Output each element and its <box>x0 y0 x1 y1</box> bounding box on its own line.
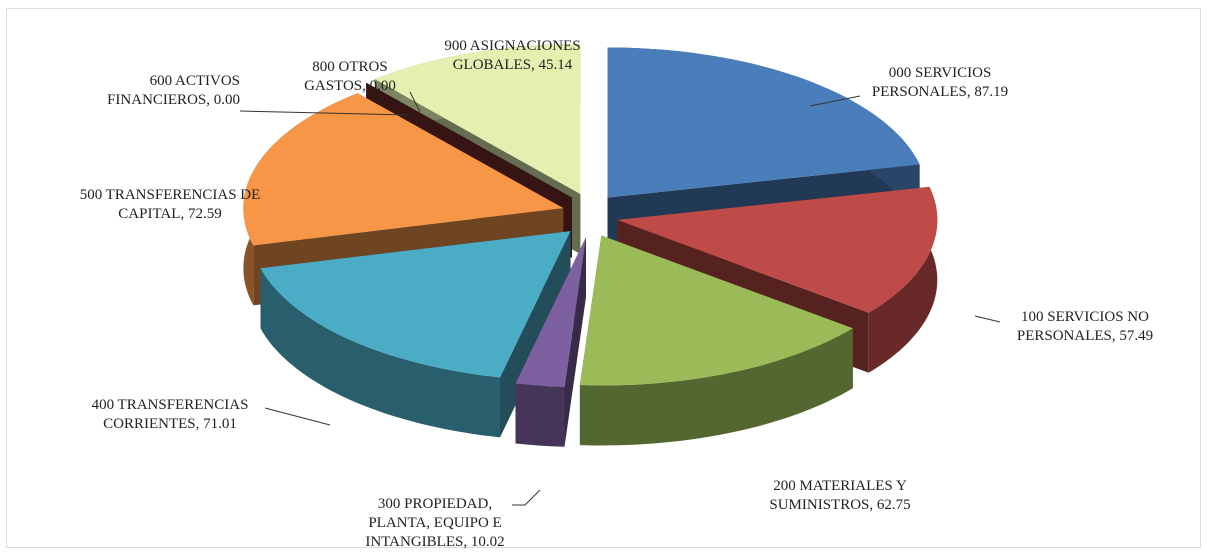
slice-top <box>366 82 572 198</box>
data-label: 100 SERVICIOS NO PERSONALES57.49 <box>1000 308 1170 346</box>
leader-line <box>264 407 331 426</box>
slice-top <box>374 44 581 194</box>
leader-line <box>809 95 861 107</box>
value-label: 45.14 <box>531 57 572 73</box>
data-label: 500 TRANSFERENCIAS DE CAPITAL72.59 <box>60 186 280 224</box>
value-label: 71.01 <box>196 416 237 432</box>
category-label: 400 TRANSFERENCIAS CORRIENTES <box>91 397 249 432</box>
slice-top <box>515 237 586 387</box>
data-label: 200 MATERIALES Y SUMINISTROS62.75 <box>750 477 930 515</box>
data-label: 900 ASIGNACIONES GLOBALES45.14 <box>425 37 600 75</box>
category-label: 500 TRANSFERENCIAS DE CAPITAL <box>79 187 261 222</box>
category-label: 100 SERVICIOS NO PERSONALES <box>1016 309 1149 344</box>
value-label: 10.02 <box>463 534 504 550</box>
category-label: 300 PROPIEDAD, PLANTA, EQUIPO E INTANGIB… <box>365 496 502 550</box>
slice-rim <box>579 328 853 446</box>
slice-rim <box>868 186 938 373</box>
slice-rim <box>260 268 500 438</box>
category-label: 000 SERVICIOS PERSONALES <box>871 65 992 100</box>
slice-top <box>260 231 571 378</box>
category-label: 900 ASIGNACIONES GLOBALES <box>444 38 581 73</box>
slice-top <box>243 93 564 246</box>
slice-rim <box>515 383 565 447</box>
data-label: 300 PROPIEDAD, PLANTA, EQUIPO E INTANGIB… <box>355 495 515 552</box>
slice <box>579 235 853 446</box>
data-label: 600 ACTIVOS FINANCIEROS0.00 <box>50 72 240 110</box>
slice-top <box>607 47 920 198</box>
leader-line <box>512 489 541 506</box>
data-label: 800 OTROS GASTOS0.00 <box>285 58 415 96</box>
leader-line <box>239 110 411 116</box>
data-label: 000 SERVICIOS PERSONALES87.19 <box>855 64 1025 102</box>
value-label: 0.00 <box>362 78 396 94</box>
value-label: 87.19 <box>967 84 1008 100</box>
slice <box>515 237 586 447</box>
slice-top <box>617 186 938 313</box>
category-label: 600 ACTIVOS FINANCIEROS <box>107 73 240 108</box>
leader-line <box>409 91 421 113</box>
chart-frame <box>6 8 1201 548</box>
data-label: 400 TRANSFERENCIAS CORRIENTES71.01 <box>70 396 270 434</box>
slice-top <box>579 235 853 386</box>
value-label: 57.49 <box>1112 328 1153 344</box>
category-label: 200 MATERIALES Y SUMINISTROS <box>769 478 907 513</box>
leader-line <box>974 315 1001 323</box>
value-label: 72.59 <box>180 206 221 222</box>
category-label: 800 OTROS GASTOS <box>304 59 388 94</box>
value-label: 0.00 <box>206 92 240 108</box>
leader-lines <box>239 91 1001 506</box>
value-label: 62.75 <box>869 497 910 513</box>
